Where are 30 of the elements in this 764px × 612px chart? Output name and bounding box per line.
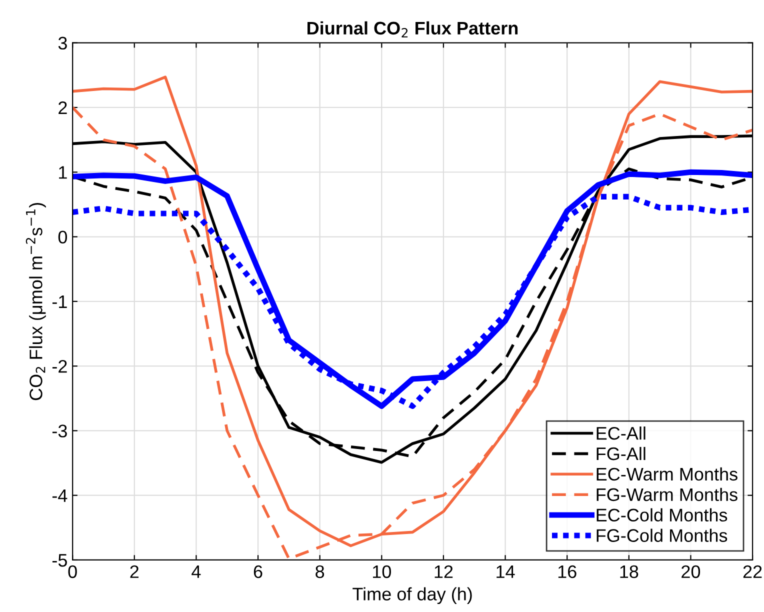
- y-tick-label: -2: [52, 360, 67, 373]
- legend-label: FG-All: [596, 446, 646, 460]
- legend-label: EC-Cold Months: [596, 508, 728, 522]
- legend-label: FG-Cold Months: [596, 528, 728, 542]
- y-axis-title: CO$_{2}$ Flux (μmol m$^{−2}$s$^{−1}$): [26, 202, 46, 400]
- legend-label: EC-All: [596, 426, 646, 440]
- x-tick-label: 6: [254, 565, 262, 578]
- y-tick-label: 0: [58, 230, 68, 244]
- x-tick-label: 20: [682, 565, 700, 578]
- x-tick-label: 14: [496, 566, 515, 578]
- x-axis-title: Time of day (h): [352, 587, 472, 604]
- x-tick-label: 8: [316, 565, 324, 578]
- y-tick-label: 2: [58, 101, 67, 114]
- chart-title: Diurnal CO$_{2}$ Flux Pattern: [308, 21, 518, 38]
- y-tick-label: -4: [52, 489, 68, 502]
- x-tick-label: 0: [68, 565, 77, 578]
- x-tick-label: 16: [558, 565, 576, 578]
- x-tick-label: 2: [130, 565, 139, 578]
- x-tick-label: 22: [743, 565, 762, 578]
- x-tick-label: 10: [372, 565, 391, 578]
- legend-label: EC-Warm Months: [596, 467, 738, 481]
- x-tick-label: 12: [434, 565, 453, 578]
- y-tick-label: -3: [52, 424, 67, 438]
- y-tick-label: -1: [52, 296, 67, 308]
- x-tick-label: 18: [620, 565, 638, 578]
- legend-label: FG-Warm Months: [596, 488, 738, 502]
- y-tick-label: 3: [58, 36, 67, 50]
- x-tick-label: 4: [192, 566, 201, 578]
- y-tick-label: -5: [52, 554, 67, 567]
- y-tick-label: 1: [59, 166, 67, 179]
